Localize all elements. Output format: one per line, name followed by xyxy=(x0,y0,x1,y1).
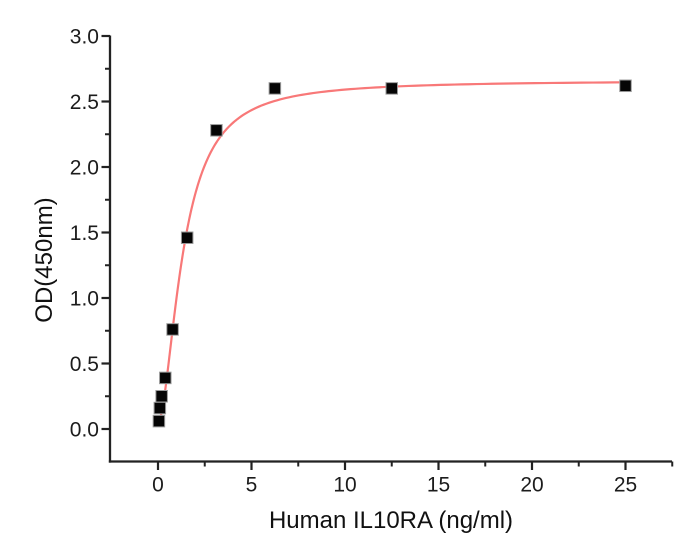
data-point-marker xyxy=(268,82,282,95)
y-tick-label: 1.0 xyxy=(70,288,99,311)
data-point-marker xyxy=(385,82,398,95)
x-tick-label: 5 xyxy=(246,474,258,497)
y-tick-label: 0.0 xyxy=(70,419,99,442)
data-point-marker xyxy=(152,414,166,428)
y-tick-label: 2.0 xyxy=(70,157,99,180)
data-point-marker xyxy=(153,401,167,415)
data-point-marker xyxy=(166,323,179,336)
data-points-layer xyxy=(152,79,632,428)
x-axis-title: Human IL10RA (ng/ml) xyxy=(269,507,513,534)
data-point-marker xyxy=(155,390,168,403)
axes-layer: 0 5 10 15 20 25 0.0 0.5 1.0 1.5 2.0 2.5 3.0 xyxy=(70,26,674,497)
x-tick-label: 15 xyxy=(427,474,450,497)
data-point-marker xyxy=(159,371,172,385)
y-axis-title: OD(450nm) xyxy=(31,197,58,322)
y-tick-label: 0.5 xyxy=(70,353,99,376)
fit-curve-layer xyxy=(157,81,627,423)
x-tick-label: 20 xyxy=(520,474,543,497)
data-point-marker xyxy=(210,124,223,137)
y-tick-label: 1.5 xyxy=(70,222,99,245)
y-tick-label: 2.5 xyxy=(70,91,99,114)
data-point-marker xyxy=(619,79,632,93)
x-tick-label: 25 xyxy=(614,474,637,497)
data-point-marker xyxy=(180,231,194,244)
x-tick-label: 0 xyxy=(152,474,164,497)
fit-curve xyxy=(157,81,627,423)
x-tick-label: 10 xyxy=(333,474,356,497)
y-tick-label: 3.0 xyxy=(70,26,99,49)
